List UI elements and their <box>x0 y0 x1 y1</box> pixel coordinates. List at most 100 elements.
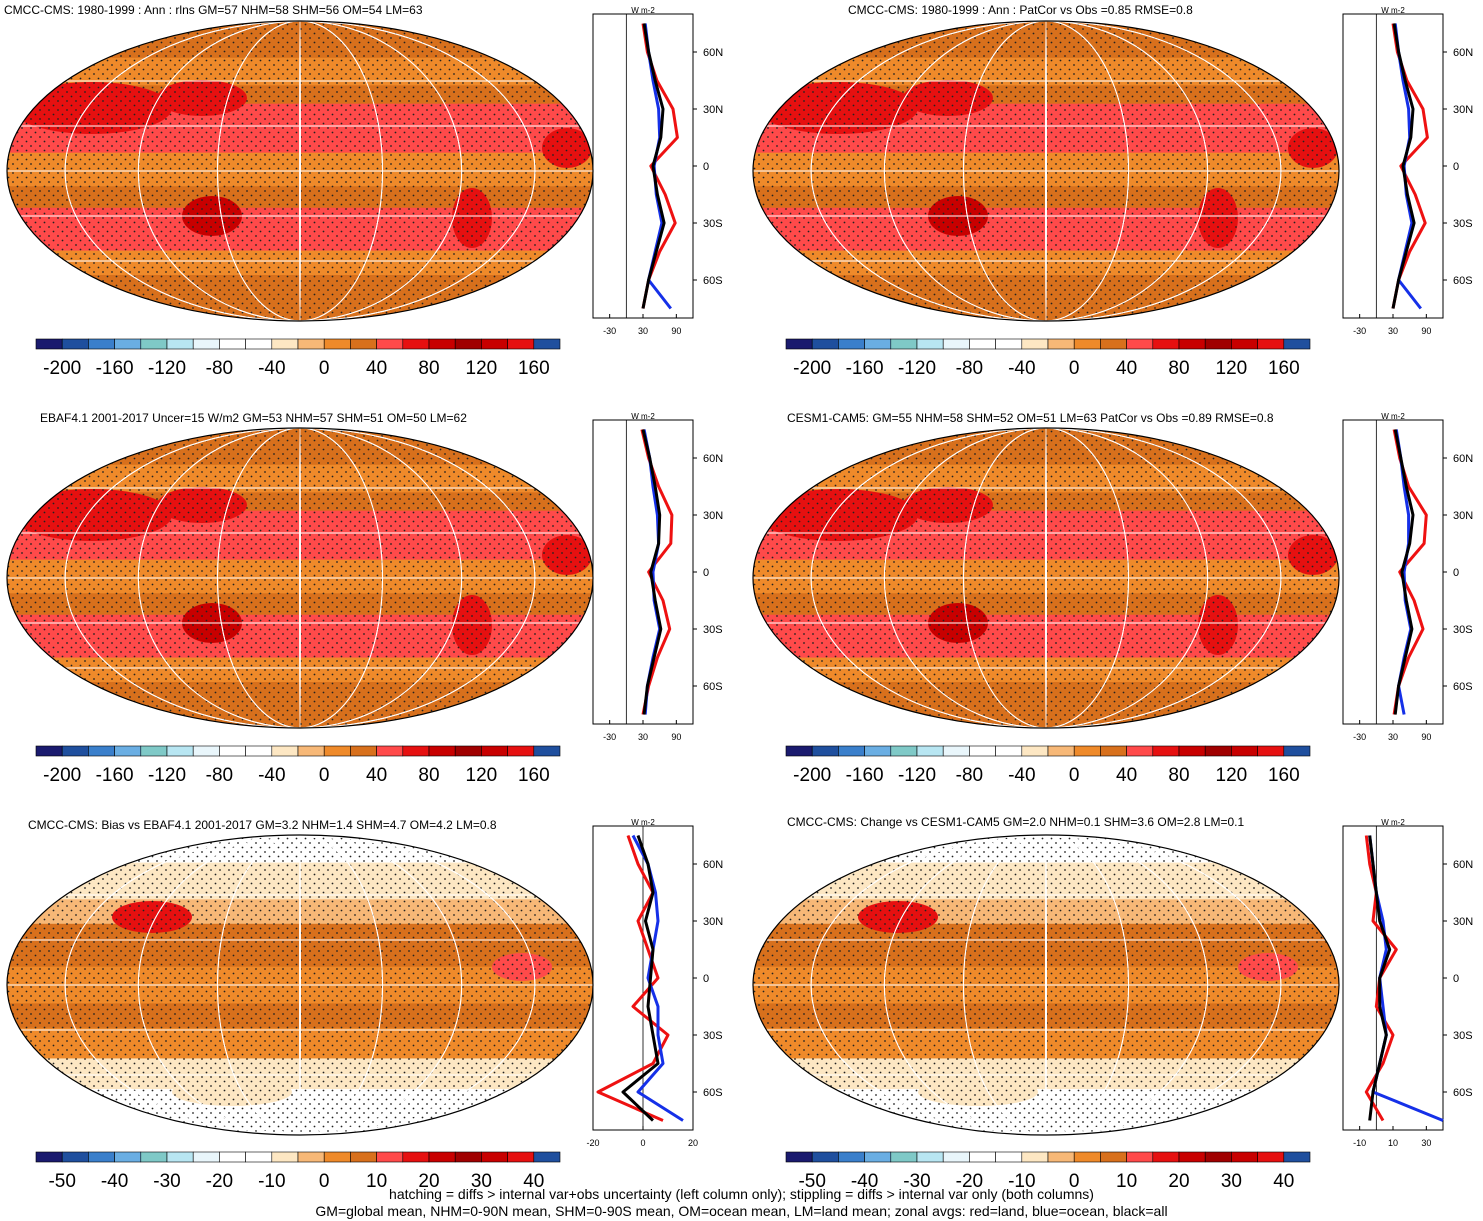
colorbar-label: -40 <box>1008 765 1035 786</box>
map-panel-3 <box>6 427 594 729</box>
zonal-units: W m-2 <box>1381 818 1405 827</box>
zonal-x-label: 30 <box>1388 732 1398 742</box>
zonal-frame <box>1342 419 1444 725</box>
zonal-line-all <box>641 23 666 309</box>
zonal-lat-label: 30N <box>703 104 723 116</box>
colorbar-swatch <box>271 338 299 350</box>
colorbar-swatch <box>811 338 839 350</box>
colorbar-label: 160 <box>1268 358 1300 379</box>
zonal-x-label: -10 <box>1353 1138 1366 1148</box>
colorbar-swatch <box>1231 338 1258 350</box>
colorbar-swatch <box>811 1151 839 1163</box>
zonal-lat-label: 0 <box>703 973 709 985</box>
zonal-lat-label: 60N <box>1453 859 1473 871</box>
colorbar-label: 40 <box>1116 358 1137 379</box>
colorbar-swatch <box>376 1151 404 1163</box>
panel-title-5: CMCC-CMS: Bias vs EBAF4.1 2001-2017 GM=3… <box>28 818 497 832</box>
colorbar-swatch <box>864 1151 892 1163</box>
colorbar-swatch <box>35 745 63 757</box>
colorbar-label: 0 <box>319 358 330 379</box>
zonal-lat-label: 60S <box>703 275 723 287</box>
colorbar-swatch <box>890 745 918 757</box>
zonal-lat-label: 0 <box>1453 973 1459 985</box>
zonal-lat-label: 30S <box>703 1030 723 1042</box>
colorbar-swatch <box>166 745 194 757</box>
colorbar-swatch <box>1257 1151 1285 1163</box>
panel-title-1: CMCC-CMS: 1980-1999 : Ann : rlns GM=57 N… <box>4 3 423 17</box>
colorbar-swatch <box>969 338 996 350</box>
colorbar-3: -200-160-120-80-4004080120160200 <box>35 745 561 786</box>
colorbar-label: 0 <box>1069 358 1080 379</box>
colorbar-swatch <box>1283 338 1311 350</box>
zonal-x-label: -30 <box>1353 732 1366 742</box>
colorbar-label: -10 <box>258 1171 285 1192</box>
colorbar-label: -200 <box>793 765 831 786</box>
zonal-x-label: 0 <box>640 1138 645 1148</box>
colorbar-label: -10 <box>1008 1171 1035 1192</box>
colorbar-swatch <box>1178 745 1206 757</box>
colorbar-swatch <box>35 338 63 350</box>
colorbar-swatch <box>350 338 377 350</box>
footnote-line-1: hatching = diffs > internal var+obs unce… <box>389 1186 1094 1202</box>
zonal-frame <box>592 419 694 725</box>
colorbar-label: -40 <box>101 1171 128 1192</box>
colorbar-swatch <box>1021 1151 1049 1163</box>
colorbar-label: 40 <box>523 1171 544 1192</box>
colorbar-swatch <box>838 1151 865 1163</box>
zonal-x-label: 30 <box>1388 326 1398 336</box>
colorbar-label: 0 <box>319 765 330 786</box>
map-panel-2 <box>752 20 1340 322</box>
colorbar-label: -200 <box>43 358 81 379</box>
zonal-lat-label: 30S <box>1453 1030 1473 1042</box>
zonal-x-label: 20 <box>688 1138 698 1148</box>
map-field <box>753 21 1339 321</box>
colorbar-2: -200-160-120-80-4004080120160200 <box>785 338 1311 379</box>
zonal-lat-label: 30S <box>703 624 723 636</box>
zonal-lat-label: 30S <box>1453 624 1473 636</box>
colorbar-label: 40 <box>1116 765 1137 786</box>
colorbar-swatch <box>428 338 456 350</box>
map-outline <box>752 834 1340 1136</box>
zonal-line-land <box>1364 835 1398 1122</box>
colorbar-swatch <box>245 1151 273 1163</box>
colorbar-swatch <box>811 745 839 757</box>
zonal-line-ocean <box>1393 23 1422 310</box>
colorbar-6: -50-40-30-20-1001020304050 <box>785 1151 1311 1192</box>
map-field <box>7 21 593 321</box>
zonal-lat-label: 60S <box>1453 1087 1473 1099</box>
zonal-x-label: -30 <box>603 326 616 336</box>
zonal-lat-label: 60S <box>703 1087 723 1099</box>
colorbar-swatch <box>350 1151 377 1163</box>
colorbar-label: -30 <box>903 1171 930 1192</box>
colorbar-swatch <box>1126 745 1154 757</box>
zonal-lat-label: 60N <box>703 453 723 465</box>
colorbar-label: 160 <box>518 765 550 786</box>
colorbar-label: 120 <box>1216 358 1248 379</box>
colorbar-1: -200-160-120-80-4004080120160200 <box>35 338 561 379</box>
colorbar-swatch <box>140 338 168 350</box>
zonal-lat-label: 60N <box>1453 453 1473 465</box>
colorbar-label: 40 <box>366 358 387 379</box>
zonal-lat-label: 30S <box>1453 218 1473 230</box>
colorbar-label: -30 <box>153 1171 180 1192</box>
colorbar-label: 0 <box>1069 1171 1080 1192</box>
zonal-x-label: 90 <box>1421 326 1431 336</box>
colorbar-label: 80 <box>418 765 439 786</box>
colorbar-swatch <box>61 338 89 350</box>
colorbar-swatch <box>1021 338 1049 350</box>
colorbar-label: -80 <box>956 358 983 379</box>
zonal-lat-label: 30N <box>1453 104 1473 116</box>
colorbar-swatch <box>114 745 142 757</box>
colorbar-swatch <box>533 1151 561 1163</box>
zonal-x-label: -30 <box>603 732 616 742</box>
footnote-line-2: GM=global mean, NHM=0-90N mean, SHM=0-90… <box>315 1203 1168 1219</box>
colorbar-swatch <box>1231 745 1258 757</box>
panel-title-2: CMCC-CMS: 1980-1999 : Ann : PatCor vs Ob… <box>848 3 1193 17</box>
zonal-lat-label: 30N <box>1453 916 1473 928</box>
colorbar-label: -40 <box>258 765 285 786</box>
zonal-line-ocean <box>631 834 684 1122</box>
zonal-lat-label: 30N <box>1453 510 1473 522</box>
colorbar-swatch <box>481 1151 508 1163</box>
zonal-lat-label: 60S <box>1453 681 1473 693</box>
colorbar-swatch <box>88 1151 115 1163</box>
